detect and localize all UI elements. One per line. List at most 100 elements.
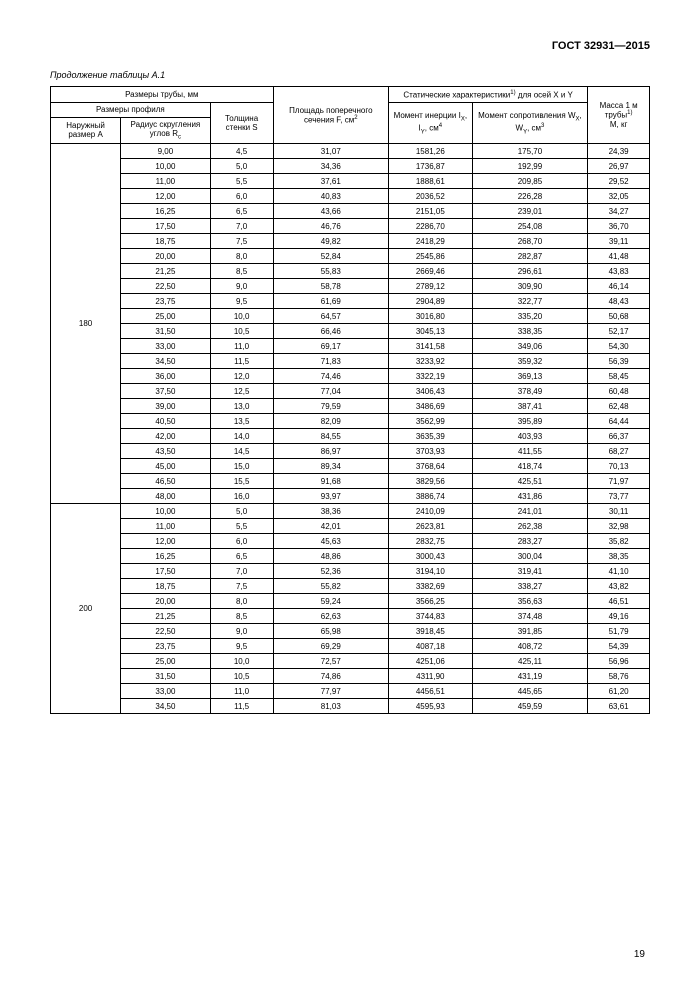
hdr-radius: Радиус скругления углов Rс [121, 117, 210, 144]
table-row: 25,0010,064,573016,80335,2050,68 [51, 309, 650, 324]
data-cell: 2545,86 [389, 249, 473, 264]
table-row: 31,5010,566,463045,13338,3552,17 [51, 324, 650, 339]
table-body: 1809,004,531,071581,26175,7024,3910,005,… [51, 144, 650, 714]
data-cell: 41,48 [588, 249, 650, 264]
table-row: 33,0011,069,173141,58349,0654,30 [51, 339, 650, 354]
data-cell: 3829,56 [389, 474, 473, 489]
data-cell: 50,68 [588, 309, 650, 324]
data-cell: 411,55 [472, 444, 588, 459]
data-cell: 3768,64 [389, 459, 473, 474]
table-row: 12,006,040,832036,52226,2832,05 [51, 189, 650, 204]
table-row: 43,5014,586,973703,93411,5568,27 [51, 444, 650, 459]
data-cell: 6,0 [210, 189, 273, 204]
data-cell: 54,30 [588, 339, 650, 354]
data-cell: 282,87 [472, 249, 588, 264]
data-cell: 22,50 [121, 624, 210, 639]
data-cell: 7,5 [210, 234, 273, 249]
data-cell: 349,06 [472, 339, 588, 354]
table-row: 22,509,058,782789,12309,9046,14 [51, 279, 650, 294]
data-cell: 209,85 [472, 174, 588, 189]
data-cell: 20,00 [121, 594, 210, 609]
table-row: 37,5012,577,043406,43378,4960,48 [51, 384, 650, 399]
data-cell: 22,50 [121, 279, 210, 294]
data-cell: 69,29 [273, 639, 388, 654]
data-cell: 408,72 [472, 639, 588, 654]
data-cell: 14,5 [210, 444, 273, 459]
table-row: 31,5010,574,864311,90431,1958,76 [51, 669, 650, 684]
data-cell: 16,0 [210, 489, 273, 504]
data-cell: 9,5 [210, 294, 273, 309]
hdr-thickness: Толщина стенки S [210, 102, 273, 144]
table-row: 40,5013,582,093562,99395,8964,44 [51, 414, 650, 429]
data-cell: 46,51 [588, 594, 650, 609]
table-row: 11,005,542,012623,81262,3832,98 [51, 519, 650, 534]
data-cell: 369,13 [472, 369, 588, 384]
data-cell: 82,09 [273, 414, 388, 429]
table-row: 23,759,561,692904,89322,7748,43 [51, 294, 650, 309]
data-cell: 5,5 [210, 519, 273, 534]
data-cell: 2286,70 [389, 219, 473, 234]
data-cell: 3703,93 [389, 444, 473, 459]
data-cell: 34,27 [588, 204, 650, 219]
data-cell: 15,5 [210, 474, 273, 489]
data-cell: 1888,61 [389, 174, 473, 189]
outer-size-cell: 180 [51, 144, 121, 504]
data-cell: 2410,09 [389, 504, 473, 519]
data-cell: 11,5 [210, 699, 273, 714]
data-cell: 48,00 [121, 489, 210, 504]
data-cell: 48,43 [588, 294, 650, 309]
data-cell: 11,0 [210, 339, 273, 354]
data-cell: 40,83 [273, 189, 388, 204]
data-cell: 6,0 [210, 534, 273, 549]
data-cell: 37,50 [121, 384, 210, 399]
data-cell: 8,5 [210, 609, 273, 624]
table-row: 20010,005,038,362410,09241,0130,11 [51, 504, 650, 519]
data-cell: 3000,43 [389, 549, 473, 564]
data-cell: 4311,90 [389, 669, 473, 684]
data-cell: 52,36 [273, 564, 388, 579]
data-cell: 3486,69 [389, 399, 473, 414]
data-cell: 9,00 [121, 144, 210, 159]
data-cell: 34,36 [273, 159, 388, 174]
data-cell: 54,39 [588, 639, 650, 654]
data-cell: 431,86 [472, 489, 588, 504]
data-cell: 72,57 [273, 654, 388, 669]
data-cell: 77,97 [273, 684, 388, 699]
data-cell: 4456,51 [389, 684, 473, 699]
table-row: 39,0013,079,593486,69387,4162,48 [51, 399, 650, 414]
data-cell: 12,00 [121, 534, 210, 549]
data-cell: 2623,81 [389, 519, 473, 534]
data-cell: 3322,19 [389, 369, 473, 384]
data-cell: 3141,58 [389, 339, 473, 354]
hdr-static: Статические характеристики1) для осей X … [389, 87, 588, 103]
data-cell: 3566,25 [389, 594, 473, 609]
hdr-inertia: Момент инерции IX, IY, см4 [389, 102, 473, 144]
data-cell: 93,97 [273, 489, 388, 504]
data-cell: 36,00 [121, 369, 210, 384]
data-cell: 378,49 [472, 384, 588, 399]
data-cell: 387,41 [472, 399, 588, 414]
data-cell: 34,50 [121, 699, 210, 714]
data-cell: 14,0 [210, 429, 273, 444]
data-cell: 359,32 [472, 354, 588, 369]
data-cell: 16,25 [121, 204, 210, 219]
data-cell: 7,5 [210, 579, 273, 594]
data-cell: 23,75 [121, 639, 210, 654]
data-cell: 10,00 [121, 504, 210, 519]
data-cell: 391,85 [472, 624, 588, 639]
table-row: 12,006,045,632832,75283,2735,82 [51, 534, 650, 549]
data-table: Размеры трубы, мм Площадь поперечного се… [50, 86, 650, 714]
data-cell: 35,82 [588, 534, 650, 549]
data-cell: 356,63 [472, 594, 588, 609]
data-cell: 52,17 [588, 324, 650, 339]
data-cell: 33,00 [121, 684, 210, 699]
data-cell: 3562,99 [389, 414, 473, 429]
data-cell: 66,46 [273, 324, 388, 339]
data-cell: 91,68 [273, 474, 388, 489]
data-cell: 418,74 [472, 459, 588, 474]
data-cell: 32,98 [588, 519, 650, 534]
outer-size-cell: 200 [51, 504, 121, 714]
data-cell: 10,5 [210, 324, 273, 339]
data-cell: 17,50 [121, 564, 210, 579]
data-cell: 6,5 [210, 549, 273, 564]
